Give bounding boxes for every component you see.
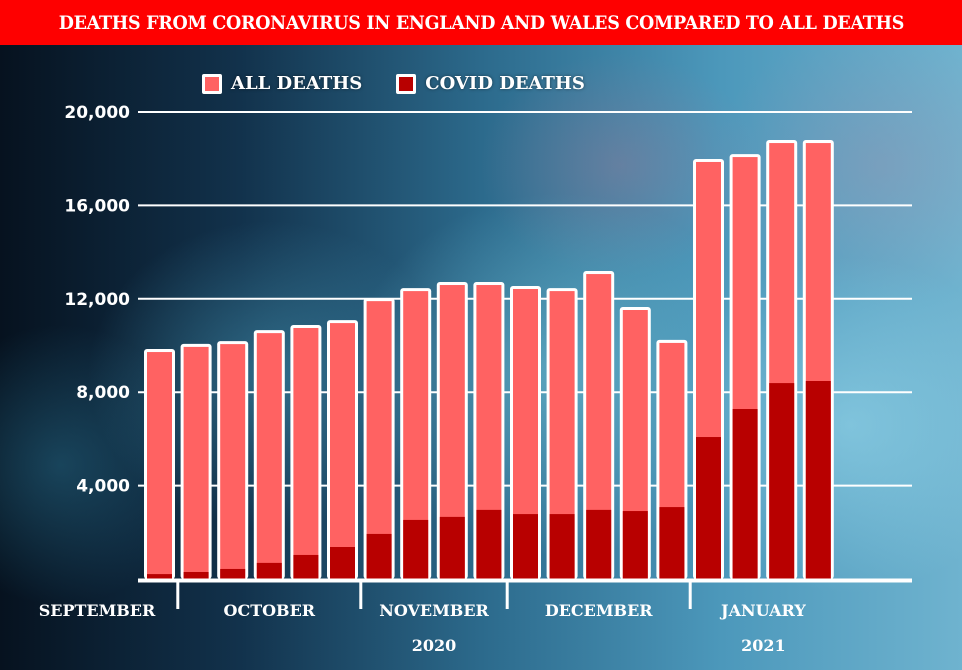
y-tick-label: 20,000 [64,103,130,123]
legend-item-covid-deaths: COVID DEATHS [396,73,585,94]
bar-group [290,324,322,579]
bar-group [436,282,468,579]
bar-group [656,339,688,579]
bar-covid-deaths [476,509,502,579]
bar-group [546,288,578,579]
bar-group [253,330,285,579]
bar-covid-deaths [147,574,172,579]
bar-covid-deaths [366,533,392,579]
bar-covid-deaths [256,562,282,579]
bar-group [619,307,651,579]
y-tick-label: 16,000 [64,196,130,216]
bar-covid-deaths [220,568,246,579]
bar-covid-deaths [549,514,575,579]
bar-group [693,158,724,579]
bar-covid-deaths [732,409,758,579]
bar-all-deaths [220,344,246,579]
bar-all-deaths [183,346,209,579]
bar-all-deaths [330,323,355,579]
y-axis: 4,000 8,000 12,000 16,000 20,000 [64,103,130,497]
bar-covid-deaths [622,511,648,579]
year-label: 2021 [741,636,786,655]
bar-group [729,154,761,580]
legend-label-covid-deaths: COVID DEATHS [425,73,585,94]
legend-swatch-covid-deaths [396,73,417,94]
month-label: OCTOBER [224,601,316,620]
bar-covid-deaths [513,514,538,579]
bar-covid-deaths [183,571,209,579]
month-label: NOVEMBER [379,601,489,620]
x-axis: SEPTEMBER OCTOBER NOVEMBER DECEMBER JANUARY 2… [39,578,912,655]
bar-group [510,285,541,579]
bar-group [144,349,175,579]
y-tick-label: 12,000 [64,290,130,310]
legend-label-all-deaths: ALL DEATHS [231,73,363,94]
y-tick-label: 4,000 [76,477,130,497]
bar-all-deaths [366,301,392,579]
bar-group [327,320,358,579]
bar-covid-deaths [769,383,795,579]
month-label: JANUARY [719,601,806,620]
y-tick-label: 8,000 [76,383,130,403]
bar-group [400,288,432,579]
bar-covid-deaths [293,554,319,579]
title-bar: DEATHS FROM CORONAVIRUS IN ENGLAND AND W… [0,0,962,45]
bars [144,140,834,580]
month-label: DECEMBER [545,601,653,620]
bar-covid-deaths [586,509,612,579]
bar-all-deaths [147,352,172,579]
chart-title: DEATHS FROM CORONAVIRUS IN ENGLAND AND W… [58,11,904,34]
bar-all-deaths [256,333,282,579]
bar-covid-deaths [403,519,429,579]
bar-group [583,271,615,579]
bar-group [766,140,798,580]
bar-all-deaths [293,327,319,579]
bar-group [473,282,505,579]
bar-covid-deaths [330,547,355,579]
bar-group [802,140,834,580]
bar-covid-deaths [805,380,831,579]
bar-group [363,298,395,579]
legend-item-all-deaths: ALL DEATHS [202,73,362,94]
bar-covid-deaths [659,507,685,579]
bar-covid-deaths [696,437,721,579]
bar-group [180,343,212,579]
legend: ALL DEATHS COVID DEATHS [202,73,619,94]
bar-covid-deaths [439,516,465,579]
legend-swatch-all-deaths [202,73,222,94]
year-label: 2020 [412,636,457,655]
month-label: SEPTEMBER [39,601,156,620]
bar-group [217,341,249,579]
